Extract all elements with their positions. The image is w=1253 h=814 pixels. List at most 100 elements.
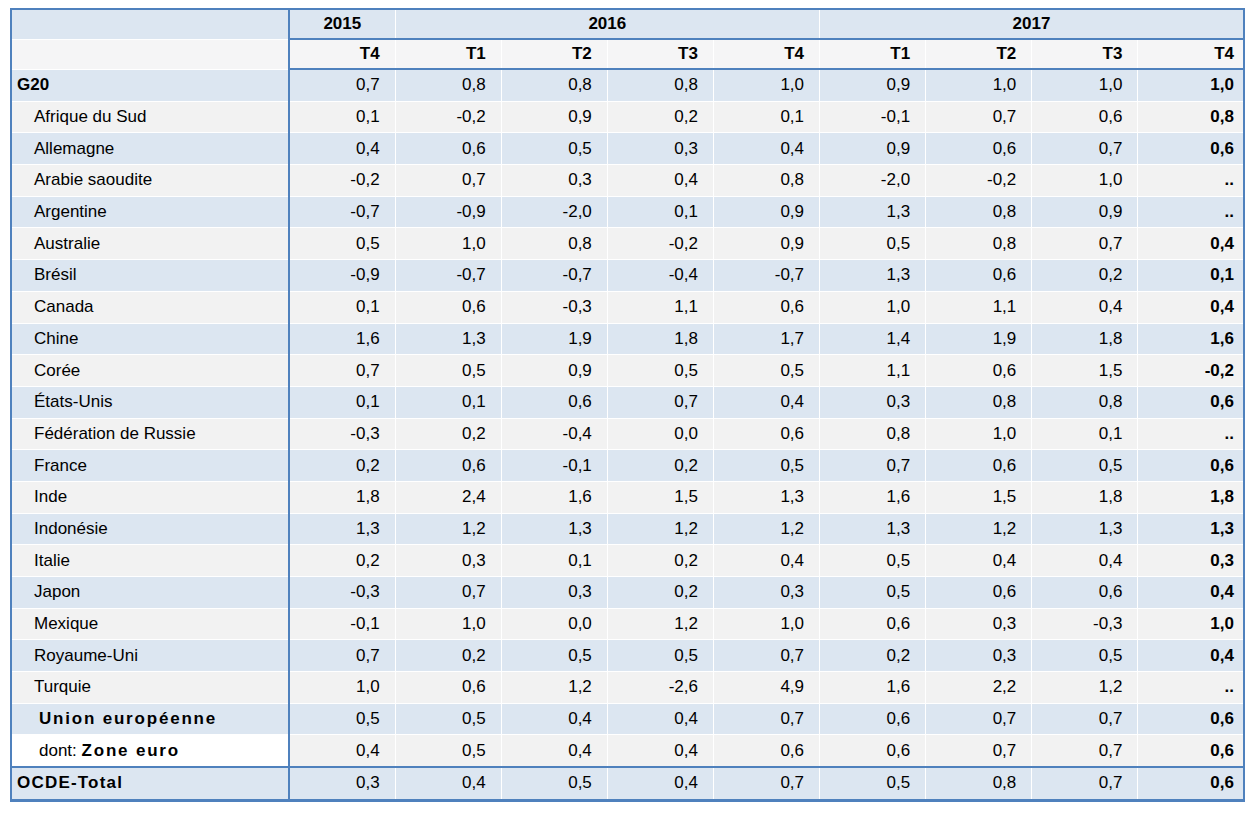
value-cell: 0,6 xyxy=(713,735,819,767)
value-cell: 0,1 xyxy=(289,386,395,418)
value-cell: 0,7 xyxy=(1032,767,1138,800)
value-cell: 0,4 xyxy=(607,165,713,197)
value-cell: 1,0 xyxy=(820,291,926,323)
value-cell: 0,4 xyxy=(607,703,713,735)
value-cell: 0,1 xyxy=(607,196,713,228)
value-cell: -0,2 xyxy=(926,165,1032,197)
value-cell: 1,5 xyxy=(926,481,1032,513)
value-cell: 1,6 xyxy=(289,323,395,355)
table-row: France0,20,6-0,10,20,50,70,60,50,6 xyxy=(11,450,1244,482)
value-cell: 0,3 xyxy=(607,133,713,165)
value-cell: 1,0 xyxy=(1032,165,1138,197)
row-label: Corée xyxy=(11,355,289,387)
year-header-2017: 2017 xyxy=(820,9,1244,39)
quarter-header: T2 xyxy=(501,39,607,69)
value-cell: 1,6 xyxy=(820,481,926,513)
value-cell: 0,7 xyxy=(926,735,1032,767)
value-cell: 1,2 xyxy=(501,672,607,704)
row-label: Brésil xyxy=(11,260,289,292)
table-row: Turquie1,00,61,2-2,64,91,62,21,2.. xyxy=(11,672,1244,704)
value-cell: -0,7 xyxy=(395,260,501,292)
table-row: Royaume-Uni0,70,20,50,50,70,20,30,50,4 xyxy=(11,640,1244,672)
value-cell: 2,2 xyxy=(926,672,1032,704)
value-cell: 0,5 xyxy=(289,228,395,260)
value-cell: 0,2 xyxy=(607,450,713,482)
value-cell: 0,8 xyxy=(501,228,607,260)
value-cell: 0,9 xyxy=(501,355,607,387)
value-cell: 1,6 xyxy=(820,672,926,704)
value-cell: 0,5 xyxy=(395,703,501,735)
row-label: Argentine xyxy=(11,196,289,228)
row-label: Canada xyxy=(11,291,289,323)
value-cell: 1,3 xyxy=(820,513,926,545)
value-cell: 0,7 xyxy=(607,386,713,418)
value-cell: .. xyxy=(1138,418,1244,450)
value-cell: 0,6 xyxy=(926,355,1032,387)
value-cell: 1,0 xyxy=(289,672,395,704)
table-row: Corée0,70,50,90,50,51,10,61,5-0,2 xyxy=(11,355,1244,387)
value-cell: 0,4 xyxy=(607,735,713,767)
row-label: Allemagne xyxy=(11,133,289,165)
value-cell: 1,0 xyxy=(395,228,501,260)
value-cell: 0,6 xyxy=(713,418,819,450)
value-cell: 0,5 xyxy=(501,640,607,672)
quarter-header: T1 xyxy=(820,39,926,69)
value-cell: 0,5 xyxy=(395,735,501,767)
quarterly-growth-table: 201520162017T4T1T2T3T4T1T2T3T4 G200,70,8… xyxy=(10,8,1245,802)
value-cell: 1,0 xyxy=(1138,608,1244,640)
value-cell: 0,8 xyxy=(926,228,1032,260)
value-cell: 1,5 xyxy=(607,481,713,513)
value-cell: 0,3 xyxy=(926,640,1032,672)
value-cell: 0,6 xyxy=(1138,703,1244,735)
table-row: Indonésie1,31,21,31,21,21,31,21,31,3 xyxy=(11,513,1244,545)
quarter-header: T3 xyxy=(1032,39,1138,69)
value-cell: 1,8 xyxy=(607,323,713,355)
value-cell: -0,3 xyxy=(289,418,395,450)
row-label: Indonésie xyxy=(11,513,289,545)
value-cell: -0,2 xyxy=(289,165,395,197)
value-cell: 1,3 xyxy=(501,513,607,545)
row-label: Mexique xyxy=(11,608,289,640)
value-cell: 0,7 xyxy=(289,640,395,672)
corner-cell xyxy=(11,9,289,39)
value-cell: 0,6 xyxy=(1032,577,1138,609)
value-cell: -0,3 xyxy=(1032,608,1138,640)
value-cell: -0,9 xyxy=(395,196,501,228)
value-cell: 0,6 xyxy=(820,735,926,767)
corner-cell xyxy=(11,39,289,69)
value-cell: 0,4 xyxy=(926,545,1032,577)
value-cell: -2,6 xyxy=(607,672,713,704)
value-cell: -0,7 xyxy=(289,196,395,228)
value-cell: 0,9 xyxy=(1032,196,1138,228)
value-cell: -0,9 xyxy=(289,260,395,292)
row-label: Turquie xyxy=(11,672,289,704)
table-row: OCDE-Total0,30,40,50,40,70,50,80,70,6 xyxy=(11,767,1244,800)
value-cell: 1,3 xyxy=(1138,513,1244,545)
value-cell: 1,6 xyxy=(501,481,607,513)
value-cell: 0,8 xyxy=(820,418,926,450)
value-cell: -0,2 xyxy=(395,101,501,133)
value-cell: 0,5 xyxy=(820,228,926,260)
value-cell: 0,7 xyxy=(289,69,395,101)
table-row: Allemagne0,40,60,50,30,40,90,60,70,6 xyxy=(11,133,1244,165)
value-cell: 0,1 xyxy=(713,101,819,133)
row-label: Italie xyxy=(11,545,289,577)
value-cell: 1,8 xyxy=(1032,323,1138,355)
value-cell: 0,4 xyxy=(1138,640,1244,672)
value-cell: 1,2 xyxy=(1032,672,1138,704)
table-row: G200,70,80,80,81,00,91,01,01,0 xyxy=(11,69,1244,101)
value-cell: 0,4 xyxy=(1138,228,1244,260)
value-cell: 1,9 xyxy=(926,323,1032,355)
value-cell: 0,8 xyxy=(926,386,1032,418)
table-row: Inde1,82,41,61,51,31,61,51,81,8 xyxy=(11,481,1244,513)
value-cell: 1,0 xyxy=(926,418,1032,450)
value-cell: 0,1 xyxy=(1032,418,1138,450)
value-cell: 0,6 xyxy=(1032,101,1138,133)
value-cell: 1,2 xyxy=(607,608,713,640)
value-cell: -0,2 xyxy=(1138,355,1244,387)
value-cell: 0,5 xyxy=(1032,640,1138,672)
value-cell: .. xyxy=(1138,196,1244,228)
value-cell: 0,7 xyxy=(926,703,1032,735)
value-cell: 0,7 xyxy=(713,640,819,672)
table-row: Afrique du Sud0,1-0,20,90,20,1-0,10,70,6… xyxy=(11,101,1244,133)
